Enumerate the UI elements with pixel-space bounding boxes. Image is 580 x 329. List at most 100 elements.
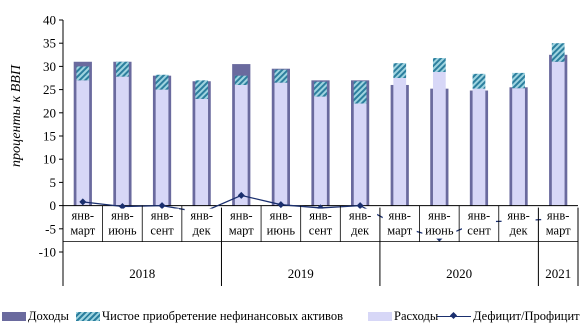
y-tick-label: 15	[43, 129, 56, 144]
legend-label-balance: Дефицит/Профицит	[473, 308, 580, 323]
bar-nonfinancial-assets	[472, 73, 486, 89]
legend-label-revenue: Доходы	[28, 308, 69, 323]
legend-item-expenditure: Расходы	[368, 307, 438, 325]
legend-label-nonfinancial-assets: Чистое приобретение нефинансовых активов	[102, 308, 343, 323]
x-tick-label-bg	[303, 208, 338, 239]
legend-item-balance: Дефицит/Профицит	[437, 307, 580, 325]
bar-expenditure	[353, 103, 367, 206]
legend-swatch-expenditure	[368, 311, 392, 321]
x-tick-label-bg	[263, 208, 298, 239]
bar-nonfinancial-assets	[432, 58, 446, 72]
bar-expenditure	[116, 76, 129, 206]
bar-nonfinancial-assets	[116, 61, 129, 77]
x-tick-label-bg	[422, 208, 457, 239]
bar-expenditure	[393, 78, 407, 206]
bar-expenditure	[472, 88, 486, 206]
legend: Доходы Чистое приобретение нефинансовых …	[0, 307, 580, 327]
legend-swatch-balance	[437, 312, 471, 321]
x-tick-label-bg	[145, 208, 180, 239]
x-tick-label-bg	[461, 208, 496, 239]
legend-swatch-nonfinancial-assets	[76, 311, 100, 321]
bar-nonfinancial-assets	[551, 43, 565, 62]
x-tick-label: июнь	[425, 224, 454, 238]
bar-nonfinancial-assets	[274, 69, 288, 83]
x-tick-label: янв-	[190, 209, 213, 223]
x-tick-label: март	[70, 224, 95, 238]
y-tick-label: 10	[43, 152, 56, 167]
x-tick-label: дек	[351, 224, 370, 238]
marker-balance	[277, 201, 285, 209]
bar-expenditure	[314, 96, 327, 206]
x-tick-label: дек	[193, 224, 212, 238]
year-label: 2020	[446, 266, 472, 281]
x-tick-label: июнь	[267, 224, 296, 238]
x-tick-label: янв-	[388, 209, 411, 223]
x-tick-label: март	[546, 224, 571, 238]
chart: 40 35 30 25 20 15 10 5 0 -5 -10 проценты к ВВП янв-м…	[9, 13, 579, 286]
bar-expenditure	[234, 84, 248, 206]
x-tick-label-bg	[343, 208, 378, 239]
year-label: 2021	[545, 266, 571, 281]
y-tick-label: 40	[43, 13, 56, 28]
x-tick-label: янв-	[230, 209, 253, 223]
marker-balance	[237, 191, 245, 199]
y-tick-label: -5	[45, 221, 56, 236]
y-tick-label: -10	[39, 245, 56, 260]
year-label: 2018	[129, 266, 155, 281]
year-label: 2019	[288, 266, 314, 281]
x-tick-label: янв-	[111, 209, 134, 223]
x-tick-label: янв-	[507, 209, 530, 223]
x-tick-label: сент	[150, 224, 174, 238]
legend-item-revenue: Доходы	[2, 307, 69, 325]
x-tick-label-bg	[184, 208, 219, 239]
y-tick-label: 0	[50, 198, 57, 213]
bar-nonfinancial-assets	[314, 81, 327, 97]
bar-nonfinancial-assets	[393, 63, 407, 78]
x-tick-label-bg	[382, 208, 417, 239]
bar-nonfinancial-assets	[195, 80, 209, 99]
y-tick-label: 30	[43, 59, 56, 74]
x-tick-label-bg	[224, 208, 259, 239]
bar-nonfinancial-assets	[512, 72, 525, 89]
bar-nonfinancial-assets	[76, 66, 90, 81]
x-tick-label-bg	[501, 208, 536, 239]
x-tick-label: март	[387, 224, 412, 238]
x-tick-label: янв-	[309, 209, 332, 223]
marker-balance	[356, 202, 364, 210]
bar-expenditure	[155, 89, 169, 206]
y-tick-label: 35	[43, 36, 56, 51]
bar-nonfinancial-assets	[353, 81, 367, 104]
x-tick-label: дек	[510, 224, 529, 238]
x-tick-label: янв-	[468, 209, 491, 223]
x-tick-label: янв-	[547, 209, 570, 223]
bar-expenditure	[76, 80, 90, 206]
bar-expenditure	[195, 98, 209, 206]
x-tick-label: янв-	[270, 209, 293, 223]
x-tick-label: янв-	[428, 209, 451, 223]
y-tick-label: 5	[50, 175, 57, 190]
marker-balance	[79, 198, 87, 206]
bar-expenditure	[274, 82, 288, 206]
x-tick-label: сент	[309, 224, 333, 238]
bar-nonfinancial-assets	[234, 75, 248, 85]
x-tick-label: сент	[467, 224, 491, 238]
x-tick-label-bg	[105, 208, 140, 239]
legend-item-nonfinancial-assets: Чистое приобретение нефинансовых активов	[76, 307, 343, 325]
bar-expenditure	[551, 61, 565, 206]
x-tick-label: янв-	[72, 209, 95, 223]
bar-expenditure	[512, 88, 525, 206]
y-tick-label: 25	[43, 82, 56, 97]
legend-label-expenditure: Расходы	[394, 308, 439, 323]
x-tick-label: июнь	[108, 224, 137, 238]
x-tick-label: март	[229, 224, 254, 238]
x-tick-label: янв-	[349, 209, 372, 223]
legend-swatch-revenue	[2, 311, 26, 321]
bar-expenditure	[432, 71, 446, 206]
x-tick-label-bg	[541, 208, 576, 239]
bar-nonfinancial-assets	[155, 74, 169, 90]
marker-balance	[158, 202, 166, 210]
y-tick-label: 20	[43, 105, 56, 120]
x-tick-label: янв-	[151, 209, 174, 223]
marker-balance	[118, 203, 126, 211]
x-tick-label-bg	[65, 208, 100, 239]
